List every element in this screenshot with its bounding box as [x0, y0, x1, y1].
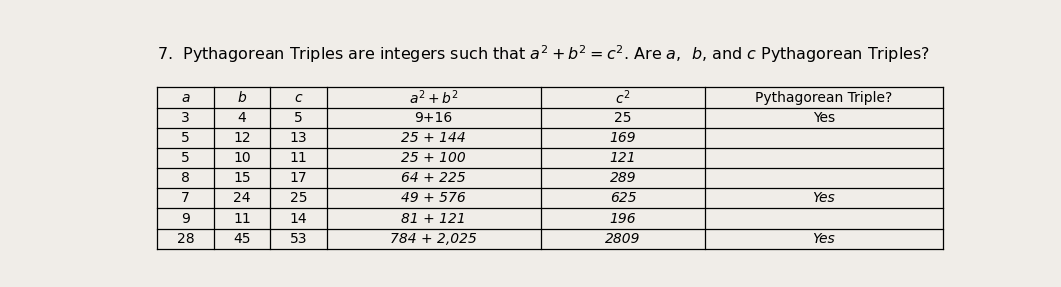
Text: $a$: $a$	[180, 91, 190, 104]
Text: $a^2+b^2$: $a^2+b^2$	[408, 88, 458, 107]
Text: Yes: Yes	[813, 191, 835, 205]
Text: 2809: 2809	[605, 232, 641, 246]
Text: 81 + 121: 81 + 121	[401, 212, 466, 226]
Text: Yes: Yes	[813, 232, 835, 246]
Text: 3: 3	[181, 111, 190, 125]
Text: 12: 12	[233, 131, 250, 145]
Text: 15: 15	[233, 171, 250, 185]
Text: 5: 5	[181, 151, 190, 165]
Text: 8: 8	[181, 171, 190, 185]
Text: 7.  Pythagorean Triples are integers such that $a^2 + b^2 = c^2$. Are $a$,  $b$,: 7. Pythagorean Triples are integers such…	[157, 43, 930, 65]
Text: 25 + 100: 25 + 100	[401, 151, 466, 165]
Text: 10: 10	[233, 151, 250, 165]
Text: 9+16: 9+16	[415, 111, 453, 125]
Text: 625: 625	[610, 191, 637, 205]
Text: 4: 4	[238, 111, 246, 125]
Text: 17: 17	[290, 171, 308, 185]
Text: $c$: $c$	[294, 91, 303, 104]
Text: 5: 5	[181, 131, 190, 145]
Text: 169: 169	[610, 131, 637, 145]
Text: 11: 11	[233, 212, 251, 226]
Text: Pythagorean Triple?: Pythagorean Triple?	[755, 91, 892, 104]
Text: 28: 28	[177, 232, 194, 246]
Text: 784 + 2,025: 784 + 2,025	[390, 232, 477, 246]
Text: $b$: $b$	[237, 90, 247, 105]
Text: 5: 5	[294, 111, 303, 125]
Text: 13: 13	[290, 131, 308, 145]
Text: 45: 45	[233, 232, 250, 246]
Text: $c^2$: $c^2$	[615, 88, 630, 107]
Text: 25: 25	[290, 191, 308, 205]
Text: 11: 11	[290, 151, 308, 165]
Text: 9: 9	[181, 212, 190, 226]
Text: 25: 25	[614, 111, 631, 125]
Text: 25 + 144: 25 + 144	[401, 131, 466, 145]
Text: 289: 289	[610, 171, 637, 185]
Text: 49 + 576: 49 + 576	[401, 191, 466, 205]
Text: 64 + 225: 64 + 225	[401, 171, 466, 185]
Text: 7: 7	[181, 191, 190, 205]
Text: 121: 121	[610, 151, 637, 165]
Text: 196: 196	[610, 212, 637, 226]
Text: Yes: Yes	[813, 111, 835, 125]
Text: 24: 24	[233, 191, 250, 205]
Text: 53: 53	[290, 232, 308, 246]
Text: 14: 14	[290, 212, 308, 226]
